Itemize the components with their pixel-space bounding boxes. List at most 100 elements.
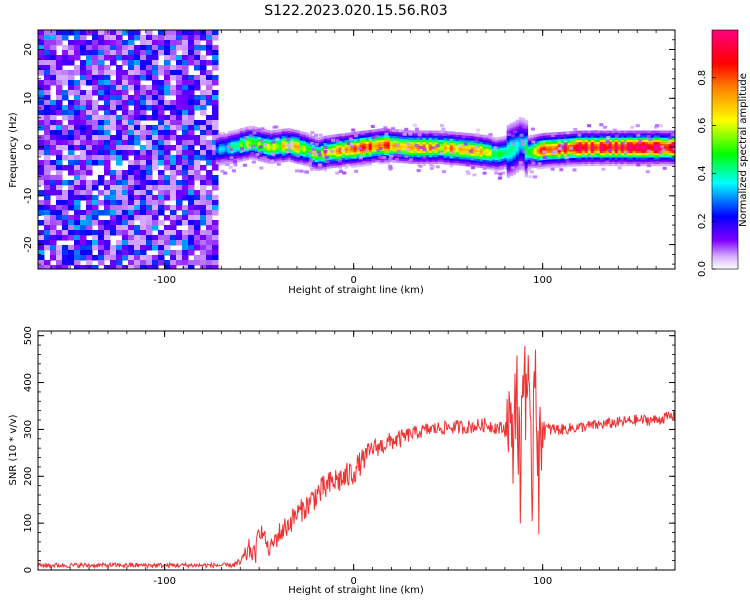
- heatmap-noise-cell: [116, 90, 123, 96]
- heatmap-noise-cell: [80, 250, 87, 256]
- heatmap-ridge-cell: [302, 147, 307, 151]
- heatmap-noise-cell: [158, 70, 165, 76]
- heatmap-noise-cell: [134, 110, 141, 116]
- heatmap-ridge-cell: [524, 148, 529, 151]
- heatmap-ridge-cell: [596, 161, 601, 164]
- heatmap-halo-cell: [309, 159, 313, 163]
- heatmap-noise-cell: [128, 70, 135, 76]
- heatmap-ridge-cell: [419, 143, 424, 147]
- heatmap-noise-cell: [212, 165, 219, 171]
- heatmap-noise-cell: [164, 70, 171, 76]
- heatmap-noise-cell: [212, 235, 219, 241]
- heatmap-noise-cell: [68, 115, 75, 121]
- heatmap-ridge-cell: [461, 163, 466, 166]
- heatmap-ridge-cell: [635, 143, 640, 147]
- heatmap-ridge-cell: [239, 152, 244, 156]
- heatmap-noise-cell: [200, 120, 207, 126]
- heatmap-noise-cell: [50, 75, 57, 81]
- heatmap-ridge-cell: [611, 139, 616, 143]
- heatmap-noise-cell: [128, 100, 135, 106]
- heatmap-ridge-cell: [557, 156, 562, 159]
- heatmap-ridge-cell: [275, 160, 280, 164]
- heatmap-ridge-cell: [629, 148, 634, 151]
- heatmap-ridge-cell: [608, 161, 613, 164]
- heatmap-ridge-cell: [602, 150, 607, 154]
- heatmap-ridge-cell: [452, 158, 457, 161]
- heatmap-ridge-cell: [242, 129, 247, 133]
- heatmap-noise-cell: [152, 100, 159, 106]
- heatmap-ridge-cell: [569, 157, 574, 161]
- heatmap-noise-cell: [104, 85, 111, 91]
- heatmap-ridge-cell: [569, 144, 574, 148]
- heatmap-halo-cell: [251, 144, 256, 148]
- heatmap-halo-cell: [667, 140, 672, 144]
- heatmap-noise-cell: [68, 60, 75, 66]
- heatmap-ridge-cell: [536, 155, 541, 159]
- heatmap-ridge-cell: [551, 156, 556, 160]
- heatmap-noise-cell: [212, 195, 219, 201]
- heatmap-noise-cell: [206, 140, 213, 146]
- heatmap-ridge-cell: [236, 133, 241, 137]
- heatmap-ridge-cell: [314, 137, 319, 140]
- heatmap-ridge-cell: [671, 137, 675, 140]
- heatmap-noise-cell: [104, 200, 111, 206]
- heatmap-ridge-cell: [539, 135, 544, 139]
- heatmap-noise-cell: [176, 255, 183, 261]
- heatmap-noise-cell: [92, 50, 99, 56]
- heatmap-ridge-cell: [251, 154, 256, 158]
- heatmap-halo-cell: [404, 155, 409, 159]
- heatmap-ridge-cell: [491, 152, 496, 155]
- heatmap-ridge-cell: [542, 135, 547, 138]
- heatmap-noise-cell: [152, 240, 159, 246]
- heatmap-ridge-cell: [332, 163, 337, 166]
- heatmap-ridge-cell: [554, 165, 559, 168]
- heatmap-ridge-cell: [239, 156, 244, 160]
- heatmap-noise-cell: [134, 130, 141, 136]
- heatmap-noise-cell: [98, 65, 105, 71]
- heatmap-ridge-cell: [665, 163, 670, 167]
- heatmap-noise-cell: [146, 85, 153, 91]
- heatmap-noise-cell: [140, 195, 147, 201]
- heatmap-ridge-cell: [506, 173, 511, 176]
- heatmap-ridge-cell: [569, 155, 574, 159]
- heatmap-ridge-cell: [335, 158, 340, 161]
- heatmap-noise-cell: [86, 105, 93, 111]
- heatmap-noise-cell: [50, 205, 57, 211]
- heatmap-ridge-cell: [362, 137, 367, 140]
- heatmap-ridge-cell: [476, 160, 481, 164]
- heatmap-ridge-cell: [434, 134, 439, 138]
- heatmap-ridge-cell: [665, 156, 670, 160]
- heatmap-noise-cell: [140, 155, 147, 161]
- heatmap-ridge-cell: [356, 159, 361, 163]
- heatmap-ridge-cell: [296, 143, 301, 147]
- heatmap-noise-cell: [62, 250, 69, 256]
- heatmap-noise-cell: [56, 230, 63, 236]
- heatmap-noise-cell: [122, 30, 129, 36]
- heatmap-noise-cell: [140, 100, 147, 106]
- heatmap-noise-cell: [134, 100, 141, 106]
- heatmap-noise-cell: [152, 165, 159, 171]
- heatmap-noise-cell: [62, 235, 69, 241]
- heatmap-noise-cell: [134, 235, 141, 241]
- heatmap-ridge-cell: [308, 136, 313, 140]
- heatmap-ridge-cell: [404, 145, 409, 149]
- heatmap-ridge-cell: [302, 136, 307, 140]
- heatmap-noise-cell: [140, 180, 147, 186]
- heatmap-ridge-cell: [560, 140, 565, 144]
- heatmap-noise-cell: [116, 265, 123, 269]
- heatmap-halo-cell: [295, 169, 300, 173]
- heatmap-ridge-cell: [533, 154, 538, 157]
- heatmap-ridge-cell: [536, 142, 541, 146]
- heatmap-ridge-cell: [626, 163, 631, 167]
- heatmap-ridge-cell: [653, 156, 658, 160]
- heatmap-halo-cell: [391, 159, 396, 163]
- heatmap-ridge-cell: [527, 150, 532, 154]
- heatmap-noise-cell: [164, 225, 171, 231]
- heatmap-noise-cell: [176, 155, 183, 161]
- heatmap-ridge-cell: [620, 156, 625, 160]
- heatmap-ridge-cell: [437, 130, 442, 134]
- heatmap-halo-cell: [308, 161, 313, 165]
- heatmap-noise-cell: [38, 175, 45, 181]
- heatmap-ridge-cell: [500, 156, 505, 159]
